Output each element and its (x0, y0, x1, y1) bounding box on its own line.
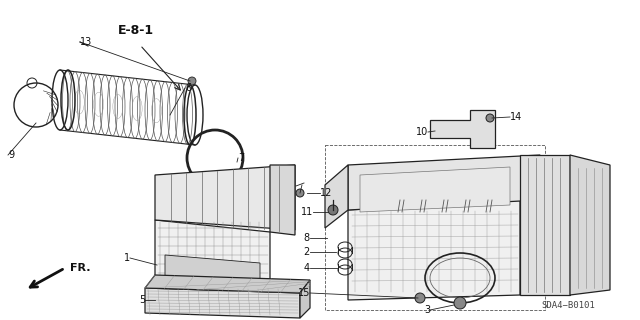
Text: 9: 9 (8, 150, 14, 160)
Text: 14: 14 (510, 112, 522, 122)
Polygon shape (360, 167, 510, 212)
Text: 1: 1 (124, 253, 130, 263)
Polygon shape (325, 165, 348, 228)
Polygon shape (430, 110, 495, 148)
Circle shape (328, 205, 338, 215)
Polygon shape (570, 155, 610, 295)
Polygon shape (348, 155, 540, 210)
Text: 2: 2 (304, 247, 310, 257)
Text: 10: 10 (416, 127, 428, 137)
Circle shape (454, 297, 466, 309)
Polygon shape (155, 220, 270, 290)
Polygon shape (145, 288, 300, 318)
Text: FR.: FR. (70, 263, 90, 273)
Polygon shape (348, 200, 520, 300)
Text: 7: 7 (238, 153, 244, 163)
Text: 8: 8 (304, 233, 310, 243)
Polygon shape (145, 275, 310, 293)
Polygon shape (165, 255, 260, 285)
Text: 4: 4 (304, 263, 310, 273)
Polygon shape (270, 165, 295, 235)
Circle shape (486, 114, 494, 122)
Text: E-8-1: E-8-1 (118, 23, 154, 36)
Polygon shape (155, 165, 295, 230)
Circle shape (188, 77, 196, 85)
Text: 12: 12 (320, 188, 332, 198)
Text: 15: 15 (298, 288, 310, 298)
Text: 5: 5 (139, 295, 145, 305)
Text: 3: 3 (424, 305, 430, 315)
Polygon shape (520, 155, 570, 295)
Text: 11: 11 (301, 207, 313, 217)
Text: SDA4−B0101: SDA4−B0101 (541, 301, 595, 310)
Text: 6: 6 (185, 83, 191, 93)
Circle shape (296, 189, 304, 197)
Text: 13: 13 (80, 37, 92, 47)
Polygon shape (300, 280, 310, 318)
Circle shape (415, 293, 425, 303)
